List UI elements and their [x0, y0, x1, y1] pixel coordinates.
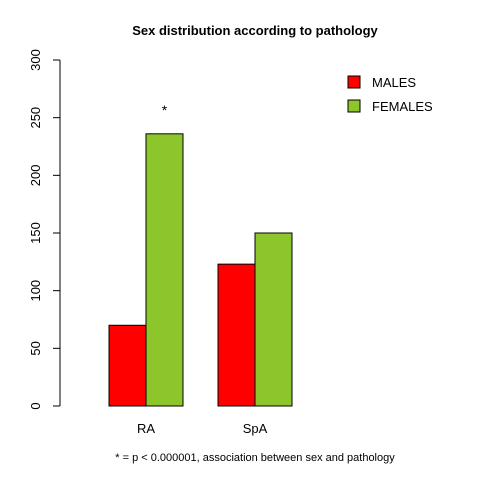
bar-ra-females	[145, 133, 184, 407]
annotations: *	[162, 102, 168, 118]
legend-label: FEMALES	[372, 99, 433, 114]
significance-marker: *	[162, 102, 168, 118]
y-tick-label: 50	[28, 341, 43, 355]
y-axis: 0 50 100 150 200 250 300	[28, 49, 61, 410]
y-tick-label: 200	[28, 164, 43, 186]
chart-title: Sex distribution according to pathology	[132, 23, 378, 38]
category-label: RA	[137, 421, 155, 436]
category-label: SpA	[243, 421, 268, 436]
y-tick-label: 0	[28, 402, 43, 409]
y-tick-label: 100	[28, 280, 43, 302]
legend: MALES FEMALES	[347, 75, 433, 114]
legend-swatch	[347, 75, 361, 89]
y-tick-label: 250	[28, 107, 43, 129]
category-labels: RA SpA	[137, 421, 268, 436]
y-tick-label: 150	[28, 222, 43, 244]
bar-ra-males	[108, 324, 147, 407]
bar-spa-females	[254, 232, 293, 407]
footnote: * = p < 0.000001, association between se…	[115, 452, 395, 464]
y-tick-label: 300	[28, 49, 43, 71]
legend-swatch	[347, 99, 361, 113]
bar-spa-males	[217, 263, 256, 407]
legend-label: MALES	[372, 75, 416, 90]
bars	[108, 133, 293, 407]
